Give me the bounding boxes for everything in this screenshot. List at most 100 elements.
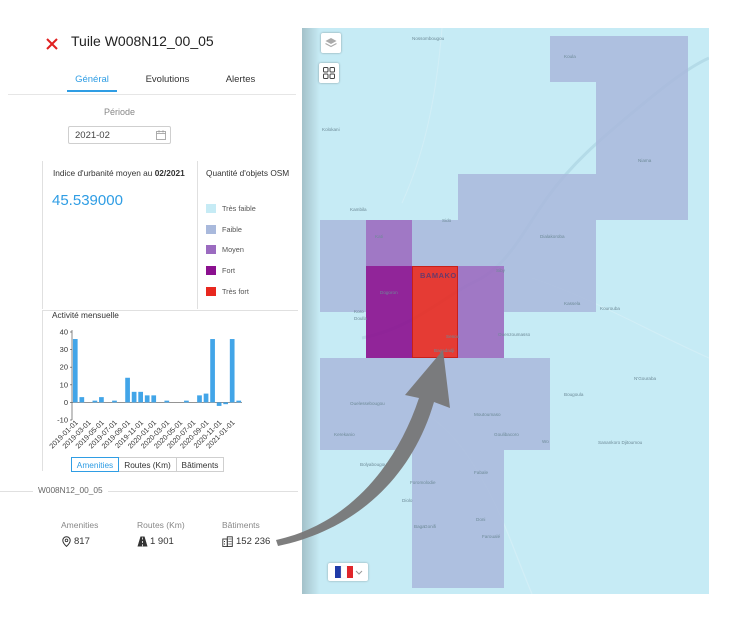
- osm-tile[interactable]: [458, 174, 504, 220]
- osm-tile[interactable]: [504, 358, 550, 404]
- map-place-label: N'Gouraba: [634, 376, 657, 381]
- map-place-label: Doni: [476, 517, 486, 522]
- divider: [197, 161, 198, 309]
- osm-tile[interactable]: [596, 36, 642, 82]
- osm-tile[interactable]: [412, 220, 458, 266]
- osm-tile[interactable]: [412, 404, 458, 450]
- map-place-label: Dialakoroba: [540, 234, 565, 239]
- divider: [42, 161, 43, 309]
- map-place-label: Foromolodie: [410, 480, 436, 485]
- osm-tile[interactable]: [458, 220, 504, 266]
- osm-tile[interactable]: [596, 82, 642, 128]
- osm-tile[interactable]: [366, 312, 412, 358]
- calendar-icon[interactable]: [156, 130, 166, 140]
- map-place-label: Doulla: [354, 316, 368, 321]
- osm-tile[interactable]: [596, 174, 642, 220]
- road-icon: [137, 536, 148, 547]
- osm-tile[interactable]: [504, 220, 550, 266]
- osm-tile[interactable]: [550, 220, 596, 266]
- stat-label-amenities: Amenities: [61, 520, 99, 530]
- urbanity-label: Indice d'urbanité moyen au 02/2021: [53, 168, 185, 178]
- active-tab-indicator: [67, 90, 117, 92]
- chart-bar: [197, 395, 202, 403]
- map-place-label: Kassela: [564, 301, 581, 306]
- osm-tile[interactable]: [412, 450, 458, 496]
- osm-tile[interactable]: [596, 128, 642, 174]
- legend-swatch: [206, 204, 216, 213]
- chart-bar: [79, 397, 85, 403]
- chart-bar: [125, 377, 130, 403]
- segment-routes[interactable]: Routes (Km): [118, 457, 177, 472]
- osm-tile[interactable]: [642, 36, 688, 82]
- segment-batiments[interactable]: Bâtiments: [176, 457, 224, 472]
- chart-bar: [164, 400, 170, 403]
- map-view[interactable]: Nossombougou Kolokani Koula Kati Kambila Sido…: [302, 28, 709, 594]
- osm-tile[interactable]: [458, 312, 504, 358]
- stat-value-routes: 1 901: [150, 536, 174, 547]
- osm-tile[interactable]: [550, 36, 596, 82]
- osm-tile[interactable]: [642, 82, 688, 128]
- chart-bar: [131, 391, 137, 403]
- osm-tile[interactable]: [458, 450, 504, 496]
- segment-amenities[interactable]: Amenities: [71, 457, 119, 472]
- monthly-activity-chart: -100102030402019-01-012019-03-012019-05-…: [47, 328, 242, 450]
- map-place-label: Kolokani: [322, 127, 340, 132]
- osm-tile[interactable]: [550, 174, 596, 220]
- language-selector[interactable]: [328, 563, 368, 581]
- chart-bar: [216, 402, 222, 406]
- map-place-label: Siby: [496, 268, 505, 273]
- osm-tile[interactable]: [412, 266, 458, 312]
- france-flag-icon: [335, 565, 363, 579]
- osm-tile[interactable]: [504, 404, 550, 450]
- tab-bar: Général Evolutions Alertes: [0, 70, 302, 94]
- osm-tile[interactable]: [642, 174, 688, 220]
- legend-label: Très faible: [222, 204, 256, 213]
- map-place-label: Senou: [446, 334, 460, 339]
- osm-tile[interactable]: [458, 496, 504, 542]
- osm-tile[interactable]: [320, 220, 366, 266]
- chart-bar: [236, 400, 242, 403]
- period-date-input[interactable]: 2021-02: [68, 126, 171, 144]
- osm-tile[interactable]: [320, 358, 366, 404]
- grid-button[interactable]: [319, 63, 339, 83]
- tab-evolutions[interactable]: Evolutions: [145, 74, 190, 85]
- period-value: 2021-02: [75, 130, 110, 141]
- close-icon[interactable]: [44, 36, 60, 52]
- map-place-label: Ouenzoumasso: [498, 332, 531, 337]
- osm-tile[interactable]: [412, 542, 458, 588]
- chart-bar: [72, 339, 78, 403]
- tab-general[interactable]: Général: [75, 74, 109, 85]
- osm-tile[interactable]: [412, 358, 458, 404]
- osm-tile[interactable]: [366, 358, 412, 404]
- map-place-label: Koro: [354, 309, 364, 314]
- osm-tile[interactable]: [458, 542, 504, 588]
- y-tick-label: 10: [60, 380, 68, 389]
- stat-label-batiments: Bâtiments: [222, 520, 260, 530]
- osm-tile[interactable]: [550, 266, 596, 312]
- osm-tile[interactable]: [320, 266, 366, 312]
- map-place-label: Kambila: [350, 207, 367, 212]
- map-place-label: Kati: [375, 234, 383, 239]
- osm-tile[interactable]: [458, 266, 504, 312]
- y-tick-label: 30: [60, 345, 68, 354]
- chart-bar: [223, 402, 229, 405]
- osm-tile[interactable]: [366, 266, 412, 312]
- osm-tile[interactable]: [504, 174, 550, 220]
- osm-tile[interactable]: [642, 128, 688, 174]
- osm-tile[interactable]: [458, 358, 504, 404]
- osm-tile[interactable]: [458, 404, 504, 450]
- osm-tile[interactable]: [366, 404, 412, 450]
- tab-alertes[interactable]: Alertes: [225, 74, 256, 85]
- osm-tile[interactable]: [320, 404, 366, 450]
- legend-swatch: [206, 287, 216, 296]
- osm-tile[interactable]: [504, 266, 550, 312]
- divider: [8, 94, 296, 95]
- panel-title: Tuile W008N12_00_05: [71, 33, 214, 49]
- chart-bar: [203, 393, 209, 403]
- osm-tile[interactable]: [366, 220, 412, 266]
- stat-value-amenities: 817: [74, 536, 90, 547]
- layers-button[interactable]: [321, 33, 341, 53]
- osm-tile[interactable]: [412, 496, 458, 542]
- map-place-label: Ouelessebougou: [350, 401, 385, 406]
- chart-bar: [184, 400, 189, 403]
